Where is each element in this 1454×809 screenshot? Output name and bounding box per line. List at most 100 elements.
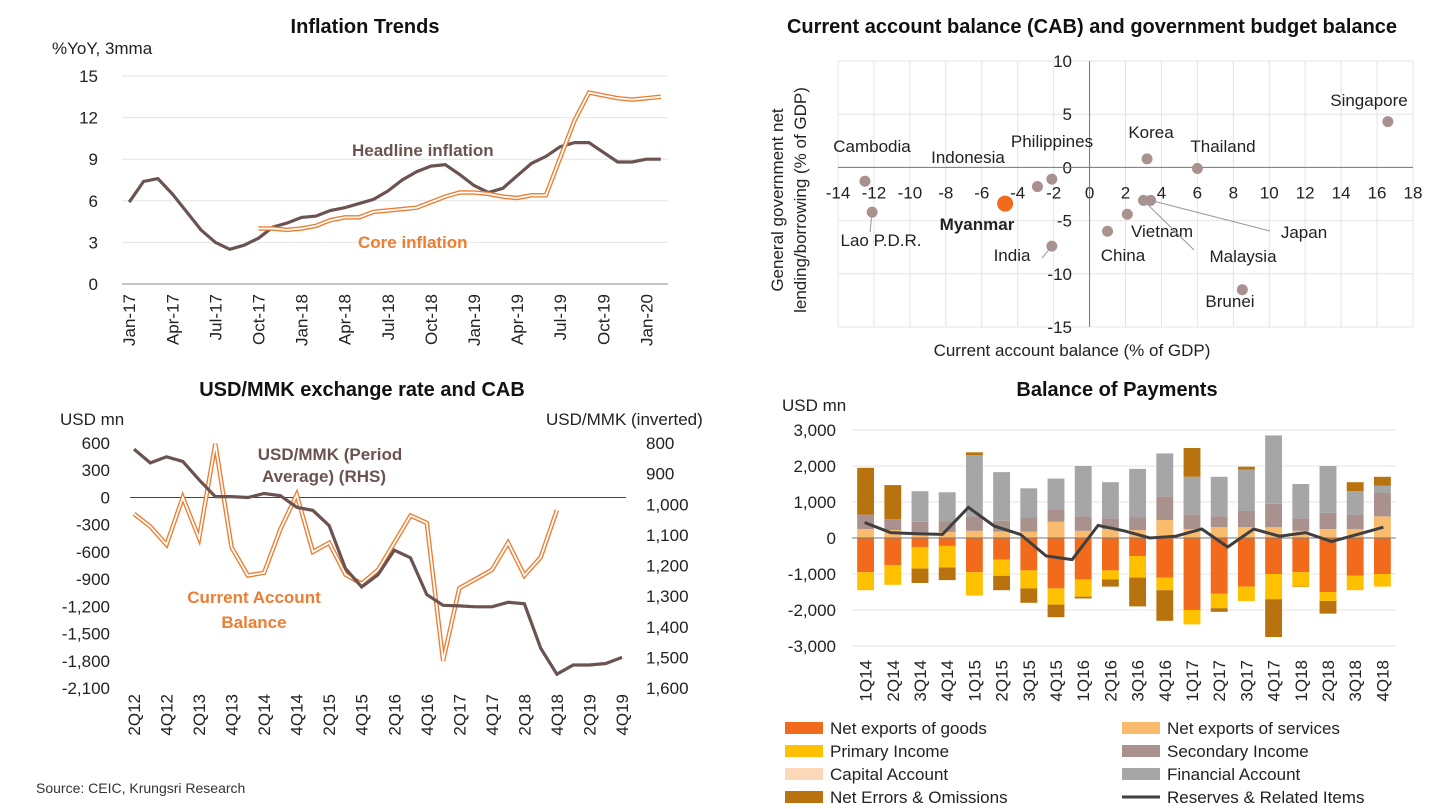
bar-financial-account <box>938 492 956 522</box>
bar-net-errors-omissions <box>1346 482 1364 492</box>
bar-primary-income <box>1373 574 1391 587</box>
leader-malaysia <box>1143 200 1195 251</box>
bar-secondary-income <box>1237 511 1255 528</box>
bar-financial-account <box>1210 476 1228 517</box>
bar-financial-account <box>1156 453 1174 497</box>
x-tick-label: Apr-18 <box>336 294 355 345</box>
bar-financial-account <box>1373 485 1391 493</box>
bar-financial-account <box>1265 435 1283 504</box>
y-tick-label: -2,000 <box>788 601 836 620</box>
bar-secondary-income <box>993 520 1011 532</box>
legend-swatch <box>1122 768 1160 780</box>
point-label-malaysia: Malaysia <box>1209 247 1277 266</box>
bar-net-exports-of-services <box>938 531 956 538</box>
core-inflation-annotation: Core inflation <box>358 233 468 252</box>
point-korea <box>1141 153 1153 165</box>
bar-financial-account <box>1292 484 1310 519</box>
usdmmk-annotation-line1: USD/MMK (Period <box>258 445 403 464</box>
point-label-myanmar: Myanmar <box>940 215 1015 234</box>
y-tick-label: 0 <box>89 275 98 294</box>
headline-inflation-annotation: Headline inflation <box>352 141 494 160</box>
y-axis-label-line2: lending/borrowing (% of GDP) <box>791 87 810 313</box>
y-tick-label: -5 <box>1057 212 1072 231</box>
x-tick-label: 2Q12 <box>125 694 144 736</box>
bar-net-errors-omissions <box>993 575 1011 591</box>
x-tick-label: Apr-19 <box>508 294 527 345</box>
bar-net-exports-of-goods <box>911 538 929 547</box>
x-tick-label: 2Q14 <box>255 694 274 736</box>
y-tick-label: 5 <box>1063 105 1072 124</box>
x-tick-label: Oct-19 <box>594 294 613 345</box>
x-tick-label: 2Q15 <box>993 660 1012 702</box>
bar-secondary-income <box>1292 518 1310 531</box>
bar-secondary-income <box>1129 517 1147 531</box>
bar-primary-income <box>884 565 902 585</box>
y-tick-label-right: 1,600 <box>646 679 689 698</box>
y-axis-label-line1: General government net <box>768 108 787 292</box>
x-tick-label: Jan-17 <box>120 294 139 346</box>
point-label-vietnam: Vietnam <box>1131 222 1193 241</box>
x-tick-label: 2Q16 <box>1101 660 1120 702</box>
bar-primary-income <box>965 572 983 596</box>
x-tick-label: 4Q18 <box>548 694 567 736</box>
x-tick-label: Jan-19 <box>465 294 484 346</box>
core-inflation-line-inner <box>258 91 661 231</box>
legend-label: Net exports of services <box>1167 719 1340 738</box>
bar-primary-income <box>1020 570 1038 589</box>
x-tick-label: Jan-18 <box>293 294 312 346</box>
x-tick-label: Oct-17 <box>250 294 269 345</box>
point-label-lao-p-d-r: Lao P.D.R. <box>841 231 922 250</box>
x-tick-label: 14 <box>1332 183 1351 202</box>
x-tick-label: 2Q17 <box>450 694 469 736</box>
bar-financial-account <box>1346 491 1364 515</box>
y-tick-label-left: -2,100 <box>62 679 110 698</box>
x-tick-label: 3Q16 <box>1129 660 1148 702</box>
bar-secondary-income <box>911 521 929 533</box>
point-label-korea: Korea <box>1128 123 1174 142</box>
bar-financial-account <box>1237 469 1255 511</box>
bar-primary-income <box>1292 572 1310 587</box>
point-label-singapore: Singapore <box>1330 91 1408 110</box>
x-tick-label: 2Q13 <box>190 694 209 736</box>
point-singapore <box>1382 116 1394 128</box>
y-tick-label: 3 <box>89 233 98 252</box>
bar-net-exports-of-goods <box>965 538 983 573</box>
y-axis-label: USD mn <box>782 396 846 415</box>
bar-secondary-income <box>884 519 902 531</box>
legend-swatch <box>785 722 823 734</box>
chart-title: Balance of Payments <box>1016 379 1217 401</box>
x-tick-label: 12 <box>1296 183 1315 202</box>
bar-net-errors-omissions <box>1373 476 1391 486</box>
bar-primary-income <box>1047 588 1065 605</box>
bar-primary-income <box>911 547 929 569</box>
y-tick-label-left: -300 <box>76 516 110 535</box>
bar-secondary-income <box>1265 503 1283 528</box>
bar-net-exports-of-goods <box>1183 538 1201 610</box>
bar-secondary-income <box>1210 516 1228 528</box>
x-tick-label: 4Q17 <box>1265 660 1284 702</box>
y-tick-label-right: 1,500 <box>646 648 689 667</box>
bar-net-exports-of-goods <box>1237 538 1255 587</box>
bar-net-errors-omissions <box>1237 466 1255 470</box>
x-tick-label: 2Q18 <box>515 694 534 736</box>
bar-net-errors-omissions <box>938 567 956 581</box>
bar-net-exports-of-services <box>1210 527 1228 538</box>
x-axis-label: Current account balance (% of GDP) <box>934 341 1211 360</box>
point-label-japan: Japan <box>1281 223 1327 242</box>
bar-net-errors-omissions <box>1047 604 1065 618</box>
legend-label: Net exports of goods <box>830 719 987 738</box>
y-tick-label-right: 800 <box>646 434 674 453</box>
bar-primary-income <box>1101 570 1119 580</box>
bar-net-exports-of-goods <box>1373 538 1391 574</box>
x-tick-label: 18 <box>1404 183 1423 202</box>
x-tick-label: Jul-18 <box>379 294 398 340</box>
bar-primary-income <box>993 559 1011 576</box>
bar-net-errors-omissions <box>884 485 902 520</box>
x-tick-label: Jan-20 <box>637 294 656 346</box>
bar-secondary-income <box>1020 517 1038 532</box>
y-tick-label: 0 <box>827 529 836 548</box>
bar-net-exports-of-services <box>1183 529 1201 538</box>
